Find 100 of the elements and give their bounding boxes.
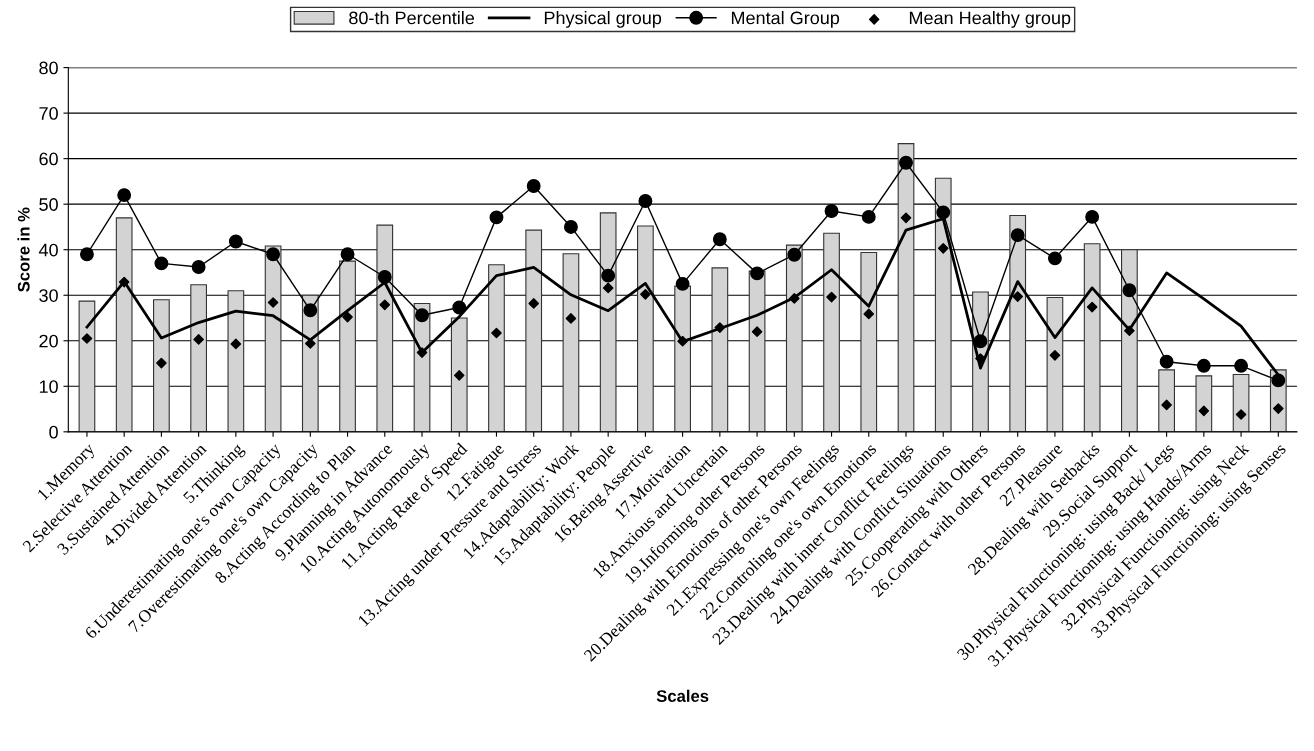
bar [1232, 373, 1250, 432]
point [81, 333, 93, 344]
point [1273, 403, 1284, 414]
point [565, 313, 577, 324]
bar [785, 244, 803, 432]
point [1047, 251, 1062, 266]
point [305, 338, 316, 349]
y-tick-label: 70 [39, 107, 58, 120]
point [491, 327, 502, 339]
point [193, 334, 204, 345]
y-tick-label: 60 [39, 152, 58, 166]
point [489, 210, 504, 225]
bar [488, 264, 505, 432]
point [228, 234, 243, 249]
point [712, 232, 727, 247]
y-tick-label: 50 [39, 198, 58, 211]
point [1012, 291, 1023, 302]
point [824, 204, 839, 218]
point [118, 276, 130, 288]
point [1085, 209, 1100, 224]
point [1271, 373, 1286, 388]
point [266, 247, 281, 262]
bar [190, 284, 208, 432]
point [1010, 228, 1025, 243]
bar [562, 253, 580, 432]
point [79, 247, 94, 262]
point [900, 212, 912, 224]
y-tick-label: 0 [49, 425, 58, 439]
point [416, 347, 428, 358]
point [751, 326, 763, 337]
y-axis-title: Score in % [17, 207, 30, 292]
legend-label: 80-th Percentile [349, 11, 475, 25]
point [750, 266, 765, 281]
point [1196, 358, 1211, 373]
point [415, 308, 429, 323]
legend-label: Physical group [544, 11, 662, 28]
point [1086, 301, 1098, 313]
point [1161, 399, 1172, 411]
bar [711, 267, 729, 432]
point [863, 308, 875, 320]
point [342, 311, 353, 323]
point [528, 298, 540, 309]
point [602, 282, 614, 294]
bar [339, 260, 356, 432]
point [975, 353, 986, 364]
point [230, 338, 242, 350]
point [526, 179, 541, 193]
bar [376, 224, 394, 432]
legend-label: Mean Healthy group [909, 11, 1071, 28]
bar [934, 177, 952, 432]
bar [823, 232, 840, 432]
point [973, 334, 988, 349]
bar [637, 225, 654, 432]
bar [153, 299, 170, 432]
point [826, 291, 837, 303]
bar [897, 143, 915, 432]
legend-label: Mental Group [731, 11, 840, 28]
y-tick-label: 20 [39, 334, 58, 348]
bar [1195, 375, 1213, 432]
bar [1046, 296, 1064, 432]
point [787, 247, 802, 262]
point [1234, 358, 1249, 373]
bar [78, 300, 96, 432]
point [452, 300, 467, 315]
bar [227, 290, 245, 432]
point [675, 276, 690, 291]
point [154, 256, 169, 271]
point [1124, 325, 1135, 337]
y-tick-label: 30 [39, 289, 58, 302]
y-tick-label: 10 [39, 380, 58, 394]
bar [264, 245, 282, 432]
point [453, 370, 465, 381]
point [379, 299, 391, 311]
point [638, 194, 653, 208]
point [303, 303, 318, 318]
bar [748, 270, 766, 432]
point [1049, 350, 1061, 361]
point [601, 268, 616, 283]
point [899, 155, 913, 170]
bar [599, 212, 617, 432]
point [937, 243, 949, 254]
point [191, 260, 206, 274]
point [1122, 283, 1137, 298]
bar [1083, 243, 1101, 432]
bar [674, 285, 691, 432]
point [377, 270, 392, 284]
point [861, 209, 876, 224]
bar [525, 229, 543, 432]
point [640, 289, 651, 300]
point [267, 297, 279, 308]
point [936, 205, 951, 220]
bar [115, 217, 133, 432]
bar [860, 251, 878, 432]
point [563, 219, 578, 234]
bar [450, 317, 468, 432]
x-axis-title: Scales [656, 689, 709, 702]
y-tick-label: 40 [38, 243, 58, 257]
point [117, 188, 132, 203]
point [1235, 409, 1247, 420]
point [789, 293, 800, 304]
